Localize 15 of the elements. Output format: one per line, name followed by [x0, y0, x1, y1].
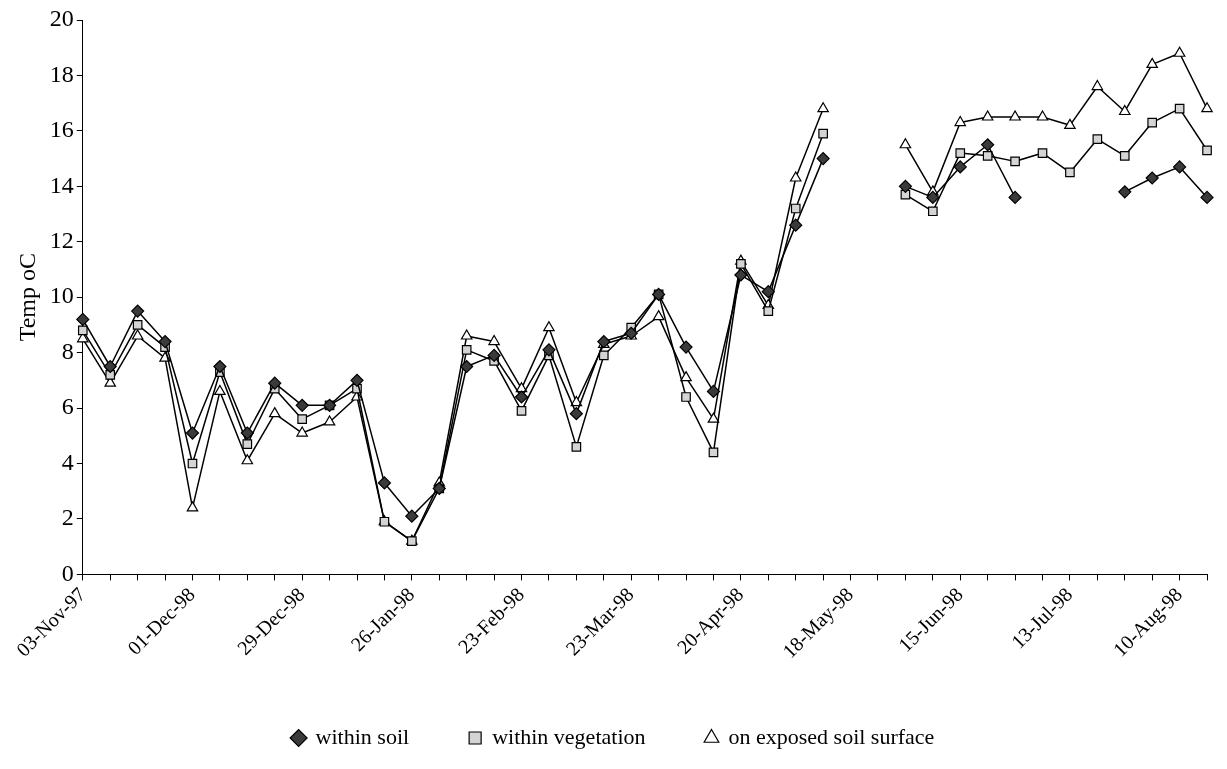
y-tick-label: 0 [61, 559, 74, 586]
y-tick-label: 12 [49, 227, 74, 254]
legend-label: on exposed soil surface [728, 723, 935, 749]
y-tick-label: 8 [61, 337, 74, 364]
legend-label: within vegetation [492, 723, 646, 749]
y-tick-label: 10 [49, 282, 74, 309]
y-tick-label: 4 [61, 448, 74, 475]
y-tick-label: 6 [61, 393, 74, 420]
y-tick-label: 16 [49, 116, 74, 143]
legend-label: within soil [315, 723, 410, 749]
y-axis-title: Temp oC [13, 253, 40, 342]
y-tick-label: 14 [49, 171, 74, 198]
y-tick-label: 20 [49, 5, 74, 32]
y-tick-label: 2 [61, 504, 74, 531]
y-tick-label: 18 [49, 60, 74, 87]
